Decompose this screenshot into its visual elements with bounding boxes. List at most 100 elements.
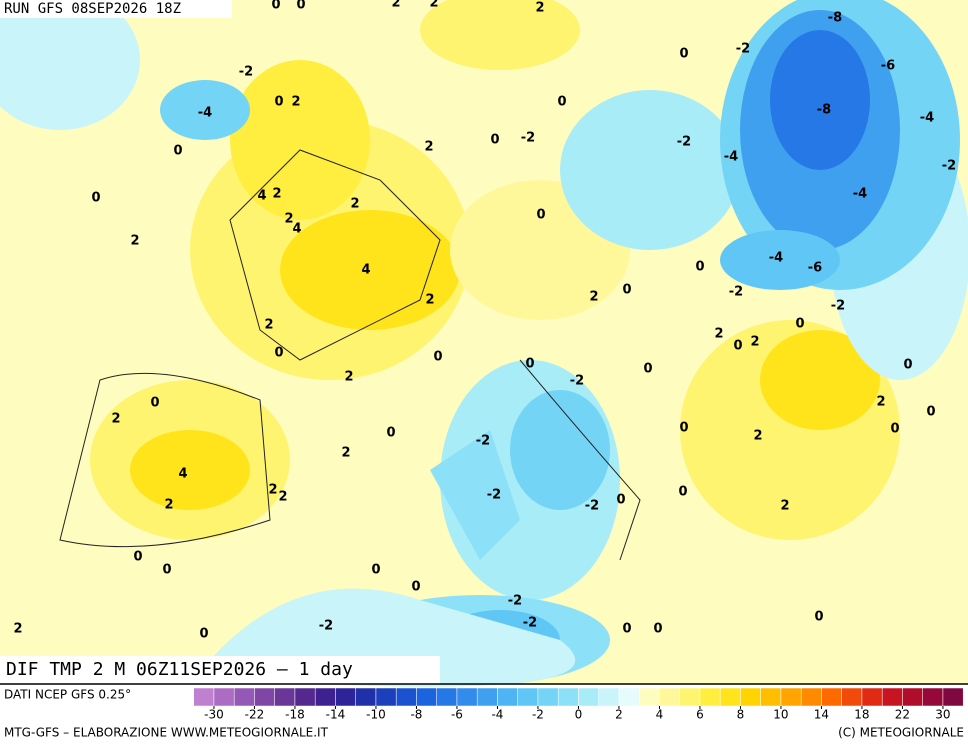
- colorbar-box: [780, 687, 802, 707]
- colorbar-box: [659, 687, 680, 707]
- contour-label: 0: [150, 396, 159, 411]
- colorbar-tick-label: 10: [773, 708, 788, 722]
- contour-label: 0: [271, 0, 280, 13]
- contour-label: 2: [291, 95, 300, 110]
- colorbar-box: [314, 687, 336, 707]
- contour-label: 2: [429, 0, 438, 11]
- contour-label: 0: [903, 358, 912, 373]
- colorbar-box: [881, 687, 903, 707]
- contour-label: 2: [350, 197, 359, 212]
- colorbar-tick-label: -14: [326, 708, 346, 722]
- contour-label: 2: [344, 370, 353, 385]
- contour-label: 0: [643, 362, 652, 377]
- contour-label: 0: [653, 622, 662, 637]
- colorbar-box: [821, 687, 842, 707]
- contour-label: -6: [808, 261, 822, 276]
- contour-label: 0: [679, 421, 688, 436]
- map-field: [0, 0, 968, 687]
- contour-label: -6: [881, 59, 895, 74]
- contour-label: -2: [585, 499, 599, 514]
- map-title: DIF TMP 2 M 06Z11SEP2026 – 1 day: [6, 659, 353, 680]
- colorbar-box: [416, 687, 437, 707]
- colorbar-box: [800, 687, 822, 707]
- colorbar-tick-label: 22: [895, 708, 910, 722]
- colorbar-box: [517, 687, 539, 707]
- contour-label: 2: [268, 483, 277, 498]
- contour-label: -2: [523, 616, 537, 631]
- contour-label: 2: [272, 187, 281, 202]
- contour-label: -2: [831, 299, 845, 314]
- colorbar-box: [436, 687, 458, 707]
- contour-label: 2: [876, 395, 885, 410]
- credit-text: MTG-GFS – ELABORAZIONE WWW.METEOGIORNALE…: [4, 726, 329, 740]
- colorbar-box: [740, 687, 761, 707]
- colorbar-box: [861, 687, 883, 707]
- contour-label: -2: [319, 619, 333, 634]
- contour-label: 2: [284, 212, 293, 227]
- colorbar-tick-label: 14: [814, 708, 829, 722]
- colorbar-tick-label: 8: [737, 708, 745, 722]
- colorbar-box: [254, 687, 275, 707]
- contour-label: 2: [750, 335, 759, 350]
- source-text: DATI NCEP GFS 0.25°: [4, 688, 131, 702]
- contour-label: 0: [133, 550, 142, 565]
- contour-label: 0: [678, 485, 687, 500]
- colorbar-tick-label: -8: [410, 708, 422, 722]
- contour-label: 4: [292, 222, 301, 237]
- colorbar-tick-label: -2: [532, 708, 544, 722]
- colorbar-box: [942, 687, 964, 707]
- colorbar-box: [294, 687, 316, 707]
- contour-label: -2: [521, 131, 535, 146]
- contour-label: 0: [490, 133, 499, 148]
- contour-label: -2: [487, 488, 501, 503]
- colorbar-box: [213, 687, 235, 707]
- contour-label: -2: [677, 135, 691, 150]
- contour-label: -2: [729, 285, 743, 300]
- contour-label: -2: [942, 159, 956, 174]
- colorbar-box: [375, 687, 397, 707]
- contour-label: 2: [780, 499, 789, 514]
- colorbar-box: [719, 687, 741, 707]
- colorbar-tick-label: 6: [696, 708, 704, 722]
- contour-label: 0: [814, 610, 823, 625]
- colorbar-tick-label: 4: [656, 708, 664, 722]
- contour-label: 0: [679, 47, 688, 62]
- contour-label: 2: [391, 0, 400, 11]
- contour-label: 2: [424, 140, 433, 155]
- contour-label: 0: [274, 95, 283, 110]
- contour-label: -4: [920, 111, 934, 126]
- colorbar-tick-label: -4: [491, 708, 503, 722]
- contour-label: 2: [278, 490, 287, 505]
- contour-label: 0: [890, 422, 899, 437]
- contour-label: -8: [817, 103, 831, 118]
- contour-label: 0: [296, 0, 305, 13]
- contour-label: 0: [926, 405, 935, 420]
- colorbar-tick-label: -10: [366, 708, 386, 722]
- colorbar-tick-label: -30: [204, 708, 224, 722]
- contour-label: -4: [198, 106, 212, 121]
- contour-label: 2: [264, 318, 273, 333]
- contour-label: 2: [164, 498, 173, 513]
- colorbar-box: [557, 687, 579, 707]
- contour-label: 0: [433, 350, 442, 365]
- contour-label: 2: [111, 412, 120, 427]
- contour-label: -2: [736, 42, 750, 57]
- colorbar-box: [699, 687, 721, 707]
- colorbar-box: [902, 687, 923, 707]
- colorbar-box: [598, 687, 620, 707]
- contour-label: 0: [411, 580, 420, 595]
- colorbar-tick-label: 0: [575, 708, 583, 722]
- colorbar-box: [578, 687, 599, 707]
- contour-label: 0: [695, 260, 704, 275]
- colorbar-tick-label: -22: [245, 708, 265, 722]
- colorbar-box: [638, 687, 660, 707]
- contour-label: -4: [769, 251, 783, 266]
- contour-label: 4: [257, 189, 266, 204]
- contour-label: 0: [536, 208, 545, 223]
- contour-label: 0: [162, 563, 171, 578]
- contour-label: -2: [570, 374, 584, 389]
- contour-label: 0: [525, 357, 534, 372]
- contour-label: 2: [341, 446, 350, 461]
- contour-label: 0: [274, 346, 283, 361]
